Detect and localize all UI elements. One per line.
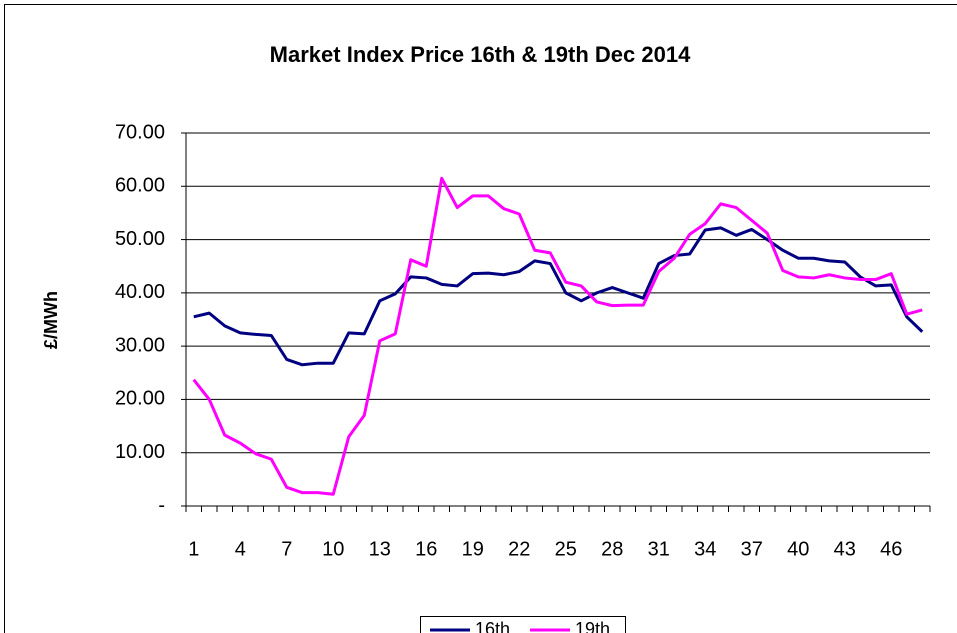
x-tick-label: 43 (834, 538, 856, 560)
y-axis-label: £/MWh (41, 291, 61, 349)
chart-border (4, 4, 957, 633)
x-tick-label: 28 (601, 538, 623, 560)
x-tick-label: 31 (648, 538, 670, 560)
x-tick-label: 16 (415, 538, 437, 560)
legend-label: 19th (575, 619, 610, 633)
x-tick-label: 7 (281, 538, 292, 560)
x-tick-label: 40 (787, 538, 809, 560)
y-tick-label: - (158, 494, 165, 516)
x-tick-label: 13 (369, 538, 391, 560)
x-tick-label: 4 (235, 538, 246, 560)
x-tick-label: 25 (555, 538, 577, 560)
x-tick-label: 19 (462, 538, 484, 560)
series-line (193, 226, 924, 367)
y-tick-label: 60.00 (115, 175, 165, 197)
chart-title: Market Index Price 16th & 19th Dec 2014 (270, 42, 691, 67)
x-tick-label: 10 (322, 538, 344, 560)
y-tick-label: 70.00 (115, 121, 165, 143)
y-tick-label: 20.00 (115, 388, 165, 410)
legend-label: 16th (475, 619, 510, 633)
x-tick-label: 1 (188, 538, 199, 560)
y-tick-label: 40.00 (115, 281, 165, 303)
legend-box (420, 616, 626, 633)
x-tick-label: 46 (880, 538, 902, 560)
x-tick-label: 22 (508, 538, 530, 560)
x-tick-label: 34 (694, 538, 716, 560)
series-line (192, 176, 923, 496)
y-tick-label: 10.00 (115, 441, 165, 463)
x-tick-label: 37 (741, 538, 763, 560)
y-tick-label: 50.00 (115, 228, 165, 250)
y-tick-label: 30.00 (115, 334, 165, 356)
